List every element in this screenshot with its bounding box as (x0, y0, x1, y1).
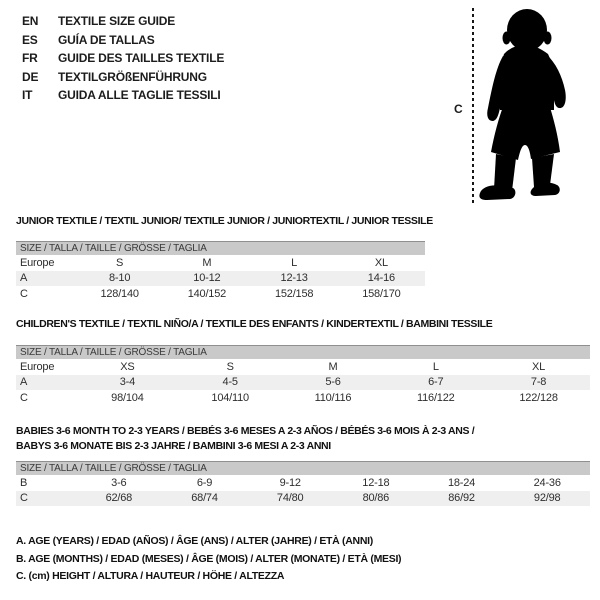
language-code: ES (22, 32, 38, 47)
size-cell: XL (532, 360, 546, 373)
table-title-line: BABYS 3-6 MONATE BIS 2-3 JAHRE / BAMBINI… (16, 440, 331, 452)
language-list: EN TEXTILE SIZE GUIDE ES GUÍA DE TALLAS FR GU… (22, 12, 224, 105)
language-guide-title: GUIDE DES TAILLES TEXTILE (58, 51, 225, 66)
size-cell: 62/68 (105, 492, 133, 505)
language-guide-title: TEXTILE SIZE GUIDE (58, 14, 176, 29)
language-row: DE TEXTILGRÖßENFÜHRUNG (22, 68, 224, 87)
size-cell: 152/158 (274, 287, 314, 300)
language-row: IT GUIDA ALLE TAGLIE TESSILI (22, 86, 224, 105)
height-measure-label: C (454, 102, 463, 116)
size-cell: 10-12 (193, 272, 221, 285)
size-cell: 3-6 (111, 476, 127, 489)
size-cell: 3-4 (119, 376, 136, 389)
row-label: Europe (20, 360, 55, 373)
size-cell: 18-24 (447, 476, 476, 489)
row-label: Europe (20, 256, 55, 269)
legend-notes: A. AGE (YEARS) / EDAD (AÑOS) / ÂGE (ANS)… (16, 533, 402, 586)
table-row: A 8-10 10-12 12-13 14-16 (16, 270, 425, 286)
size-cell: 6-7 (428, 376, 444, 389)
table-row: C 98/104 104/110 110/116 116/122 122/128 (16, 390, 590, 406)
size-cell: S (226, 360, 234, 373)
size-cell: 6-9 (196, 476, 213, 489)
children-size-table: CHILDREN'S TEXTILE / TEXTIL NIÑO/A / TEX… (16, 317, 590, 406)
size-cell: 68/74 (191, 492, 218, 505)
table-row: Europe XS S M L XL (16, 359, 590, 375)
language-row: ES GUÍA DE TALLAS (22, 31, 224, 50)
table-title-block: BABIES 3-6 MONTH TO 2-3 YEARS / BEBÉS 3-… (16, 424, 590, 454)
size-cell: M (328, 360, 338, 373)
size-cell: S (116, 256, 124, 269)
table-row: Europe S M L XL (16, 255, 425, 271)
language-code: IT (22, 88, 33, 103)
size-cell: L (432, 360, 439, 373)
language-code: DE (22, 69, 39, 84)
table-row: C 62/68 68/74 74/80 80/86 86/92 92/98 (16, 490, 590, 506)
table-title-line: CHILDREN'S TEXTILE / TEXTIL NIÑO/A / TEX… (16, 318, 493, 330)
language-guide-title: TEXTILGRÖßENFÜHRUNG (58, 69, 207, 84)
row-label: C (20, 492, 28, 505)
size-header-band: SIZE / TALLA / TAILLE / GRÖSSE / TAGLIA (16, 345, 590, 359)
language-guide-title: GUÍA DE TALLAS (58, 32, 155, 47)
size-cell: 74/80 (276, 492, 304, 505)
size-cell: L (291, 256, 298, 269)
language-guide-title: GUIDA ALLE TAGLIE TESSILI (58, 88, 221, 103)
language-row: FR GUIDE DES TAILLES TEXTILE (22, 49, 224, 68)
size-cell: 24-36 (533, 476, 561, 489)
size-cell: 4-5 (222, 376, 239, 389)
legend-note-line: C. (cm) HEIGHT / ALTURA / HAUTEUR / HÖHE… (16, 570, 285, 582)
language-code: EN (22, 14, 39, 29)
size-cell: 12-18 (362, 476, 390, 489)
table-title-block: JUNIOR TEXTILE / TEXTIL JUNIOR/ TEXTILE … (16, 214, 433, 229)
size-cell: 80/86 (362, 492, 390, 505)
table-row: B 3-6 6-9 9-12 12-18 18-24 24-36 (16, 475, 590, 491)
legend-note-line: A. AGE (YEARS) / EDAD (AÑOS) / ÂGE (ANS)… (16, 535, 373, 547)
size-cell: 140/152 (187, 287, 227, 300)
table-row: A 3-4 4-5 5-6 6-7 7-8 (16, 374, 590, 390)
size-header-band: SIZE / TALLA / TAILLE / GRÖSSE / TAGLIA (16, 461, 590, 475)
size-cell: 122/128 (519, 391, 558, 404)
row-label: C (20, 287, 28, 300)
size-cell: 104/110 (211, 391, 249, 404)
size-cell: 98/104 (111, 391, 144, 404)
table-title-line: BABIES 3-6 MONTH TO 2-3 YEARS / BEBÉS 3-… (16, 425, 475, 437)
size-cell: 116/122 (417, 391, 455, 404)
size-cell: 8-10 (109, 272, 131, 285)
size-cell: 110/116 (314, 391, 352, 404)
size-cell: 9-12 (279, 476, 301, 489)
figure-area: C (440, 0, 600, 215)
junior-size-table: JUNIOR TEXTILE / TEXTIL JUNIOR/ TEXTILE … (16, 214, 433, 302)
size-cell: 86/92 (448, 492, 475, 505)
row-label: A (20, 376, 28, 389)
size-cell: M (202, 256, 212, 269)
size-cell: 92/98 (533, 492, 561, 505)
table-row: C 128/140 140/152 152/158 158/170 (16, 286, 425, 302)
size-cell: 5-6 (325, 376, 341, 389)
row-label: A (20, 272, 28, 285)
legend-note-line: B. AGE (MONTHS) / EDAD (MESES) / ÂGE (MO… (16, 552, 402, 565)
size-cell: 12-13 (280, 272, 308, 285)
size-cell: 158/170 (362, 287, 401, 300)
babies-size-table: BABIES 3-6 MONTH TO 2-3 YEARS / BEBÉS 3-… (16, 424, 590, 506)
size-cell: XS (120, 360, 135, 373)
table-title-block: CHILDREN'S TEXTILE / TEXTIL NIÑO/A / TEX… (16, 317, 590, 332)
size-cell: XL (374, 256, 388, 269)
language-code: FR (22, 51, 38, 66)
height-measure-dashed-line (472, 8, 474, 206)
size-cell: 14-16 (367, 272, 395, 285)
row-label: B (20, 476, 28, 489)
size-cell: 7-8 (530, 376, 547, 389)
row-label: C (20, 391, 28, 404)
table-title-line: JUNIOR TEXTILE / TEXTIL JUNIOR/ TEXTILE … (16, 215, 433, 227)
baby-silhouette-icon (479, 9, 566, 200)
size-cell: 128/140 (100, 287, 139, 300)
size-header-band: SIZE / TALLA / TAILLE / GRÖSSE / TAGLIA (16, 241, 425, 255)
language-row: EN TEXTILE SIZE GUIDE (22, 12, 224, 31)
